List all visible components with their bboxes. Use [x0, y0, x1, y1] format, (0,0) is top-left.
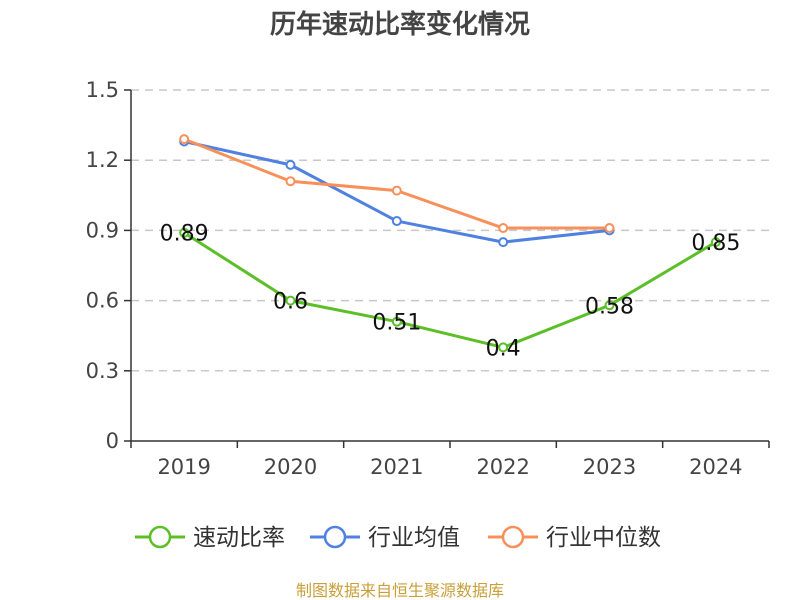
- y-tick-label: 1.5: [86, 78, 119, 102]
- data-label: 0.58: [585, 294, 634, 319]
- data-label: 0.89: [160, 222, 209, 247]
- legend-item[interactable]: 行业均值: [310, 525, 460, 551]
- x-tick-label: 2023: [583, 455, 636, 479]
- series-line: [183, 231, 717, 349]
- series-layer: [179, 134, 721, 353]
- y-tick-label: 0.9: [86, 218, 119, 242]
- legend-item[interactable]: 速动比率: [135, 525, 285, 551]
- data-label: 0.6: [273, 290, 308, 315]
- legend: 速动比率 行业均值 行业中位数: [135, 525, 661, 551]
- data-point: [285, 295, 296, 306]
- y-tick-label: 0: [106, 429, 119, 453]
- x-tick-label: 2019: [157, 455, 210, 479]
- data-label-layer: 0.89 0.6 0.51 0.4 0.58 0.85: [160, 222, 741, 362]
- data-point: [179, 134, 190, 145]
- legend-label: 行业中位数: [546, 525, 661, 551]
- y-tick-label: 0.6: [86, 289, 119, 313]
- data-label: 0.4: [486, 336, 521, 361]
- y-tick-label: 1.2: [86, 148, 119, 172]
- legend-marker: [148, 525, 172, 549]
- data-point: [498, 237, 509, 248]
- data-point: [498, 342, 509, 353]
- axis-layer: 0 0.3 0.6 0.9 1.2 1.5 2019 2020 2021 2022 2023 2024: [86, 78, 770, 479]
- data-point: [604, 300, 615, 311]
- data-label: 0.51: [372, 311, 421, 336]
- data-point: [391, 216, 402, 227]
- legend-item[interactable]: 行业中位数: [488, 525, 661, 551]
- data-point: [285, 159, 296, 170]
- data-point: [604, 223, 615, 234]
- legend-marker: [323, 525, 347, 549]
- data-point: [498, 223, 509, 234]
- x-tick-label: 2020: [264, 455, 317, 479]
- source-note: 制图数据来自恒生聚源数据库: [295, 581, 504, 600]
- x-tick-label: 2021: [370, 455, 423, 479]
- data-point: [285, 176, 296, 187]
- chart-title: 历年速动比率变化情况: [269, 10, 530, 40]
- data-point: [391, 185, 402, 196]
- legend-marker: [501, 525, 525, 549]
- x-tick-label: 2022: [476, 455, 529, 479]
- data-point: [179, 227, 190, 238]
- legend-label: 行业均值: [368, 525, 460, 551]
- x-tick-label: 2024: [689, 455, 742, 479]
- legend-label: 速动比率: [193, 525, 285, 551]
- data-point: [710, 237, 721, 248]
- y-tick-label: 0.3: [86, 359, 119, 383]
- series-line: [183, 137, 610, 230]
- data-label: 0.85: [691, 231, 740, 256]
- data-point: [391, 316, 402, 327]
